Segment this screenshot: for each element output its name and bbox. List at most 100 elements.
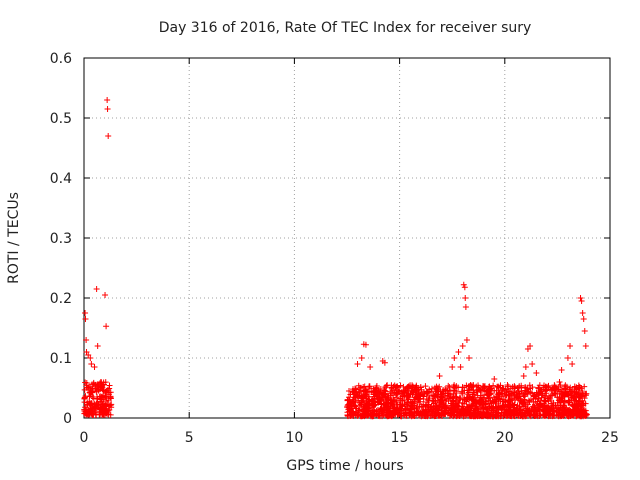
data-point-dense	[529, 403, 536, 410]
data-point-dense	[441, 405, 448, 412]
data-point	[358, 355, 365, 361]
data-point-dense	[563, 408, 570, 415]
data-point-dense	[404, 388, 411, 395]
data-point-dense	[403, 401, 410, 408]
data-point	[436, 373, 443, 379]
data-point-dense	[434, 409, 441, 416]
data-point	[87, 355, 94, 361]
data-point-dense	[356, 385, 363, 392]
data-point-dense	[363, 393, 370, 400]
data-point-dense	[402, 406, 409, 413]
data-point-dense	[83, 380, 90, 387]
data-point-dense	[438, 391, 445, 398]
data-point-dense	[504, 406, 511, 413]
x-tick-label: 25	[601, 430, 619, 446]
grid	[84, 58, 610, 418]
data-point-dense	[484, 405, 491, 412]
x-axis-label: GPS time / hours	[286, 458, 403, 474]
data-point-dense	[413, 405, 420, 412]
data-point-dense	[545, 384, 552, 391]
y-tick-label: 0	[63, 411, 72, 427]
data-point-dense	[425, 410, 432, 417]
data-point	[533, 370, 540, 376]
data-point-dense	[538, 394, 545, 401]
data-point-dense	[520, 396, 527, 403]
data-point-dense	[537, 400, 544, 407]
data-point	[103, 323, 110, 330]
data-point-dense	[471, 409, 478, 416]
data-point-dense	[384, 395, 391, 402]
data-point	[362, 341, 369, 348]
data-point-dense	[449, 395, 456, 402]
data-point	[88, 361, 95, 367]
data-point-dense	[515, 394, 522, 401]
data-point-dense	[463, 409, 470, 416]
data-point	[457, 364, 464, 370]
data-point-dense	[441, 410, 448, 417]
data-point-dense	[374, 398, 381, 405]
data-point-dense	[562, 382, 569, 389]
data-point	[558, 367, 565, 373]
data-point-dense	[435, 412, 442, 419]
data-point-dense	[513, 389, 520, 396]
y-tick-label: 0.4	[50, 171, 72, 187]
data-point-dense	[500, 413, 507, 420]
data-point-dense	[555, 386, 562, 393]
data-point-dense	[521, 410, 528, 417]
data-point-dense	[583, 390, 590, 397]
data-point-dense	[103, 409, 110, 416]
data-point-dense	[464, 404, 471, 411]
data-point-dense	[556, 394, 563, 401]
data-point-dense	[554, 399, 561, 406]
data-point-dense	[355, 397, 362, 404]
data-point-dense	[397, 396, 404, 403]
data-point-dense	[407, 399, 414, 406]
data-point-dense	[493, 387, 500, 394]
data-point-dense	[418, 413, 425, 420]
data-point-dense	[86, 401, 93, 408]
data-point-dense	[516, 383, 523, 390]
data-point-dense	[106, 403, 113, 410]
data-point-dense	[81, 394, 88, 401]
data-point-dense	[388, 397, 395, 404]
data-point-dense	[445, 382, 452, 389]
data-point-dense	[344, 409, 351, 416]
data-point-dense	[435, 388, 442, 395]
data-point	[82, 310, 89, 316]
data-point-dense	[445, 409, 452, 416]
data-point-dense	[369, 396, 376, 403]
data-point-dense	[466, 386, 473, 393]
data-point-dense	[500, 385, 507, 392]
data-point-dense	[516, 395, 523, 402]
data-point-dense	[467, 403, 474, 410]
data-point-dense	[81, 407, 88, 414]
data-point	[367, 364, 374, 370]
data-point	[102, 292, 109, 298]
data-point	[466, 355, 473, 361]
data-point-dense	[103, 395, 110, 402]
data-point-dense	[87, 390, 94, 397]
data-point-dense	[81, 386, 88, 393]
data-point-dense	[361, 388, 368, 395]
data-point-dense	[503, 409, 510, 416]
data-point-dense	[398, 403, 405, 410]
data-point-dense	[459, 390, 466, 397]
data-point-dense	[561, 392, 568, 399]
data-point-dense	[499, 398, 506, 405]
data-point-dense	[393, 394, 400, 401]
data-point-dense	[371, 389, 378, 396]
data-point-dense	[349, 410, 356, 417]
data-point-dense	[458, 412, 465, 419]
data-point-dense	[488, 385, 495, 392]
data-point-dense	[512, 408, 519, 415]
y-tick-label: 0.1	[50, 351, 72, 367]
y-tick-label: 0.5	[50, 111, 72, 127]
data-point-dense	[475, 408, 482, 415]
data-point-dense	[387, 392, 394, 399]
data-point-dense	[471, 410, 478, 417]
data-point-dense	[436, 383, 443, 390]
data-point-dense	[106, 382, 113, 389]
data-point	[381, 359, 388, 366]
data-point	[93, 286, 100, 292]
data-point-dense	[542, 407, 549, 414]
